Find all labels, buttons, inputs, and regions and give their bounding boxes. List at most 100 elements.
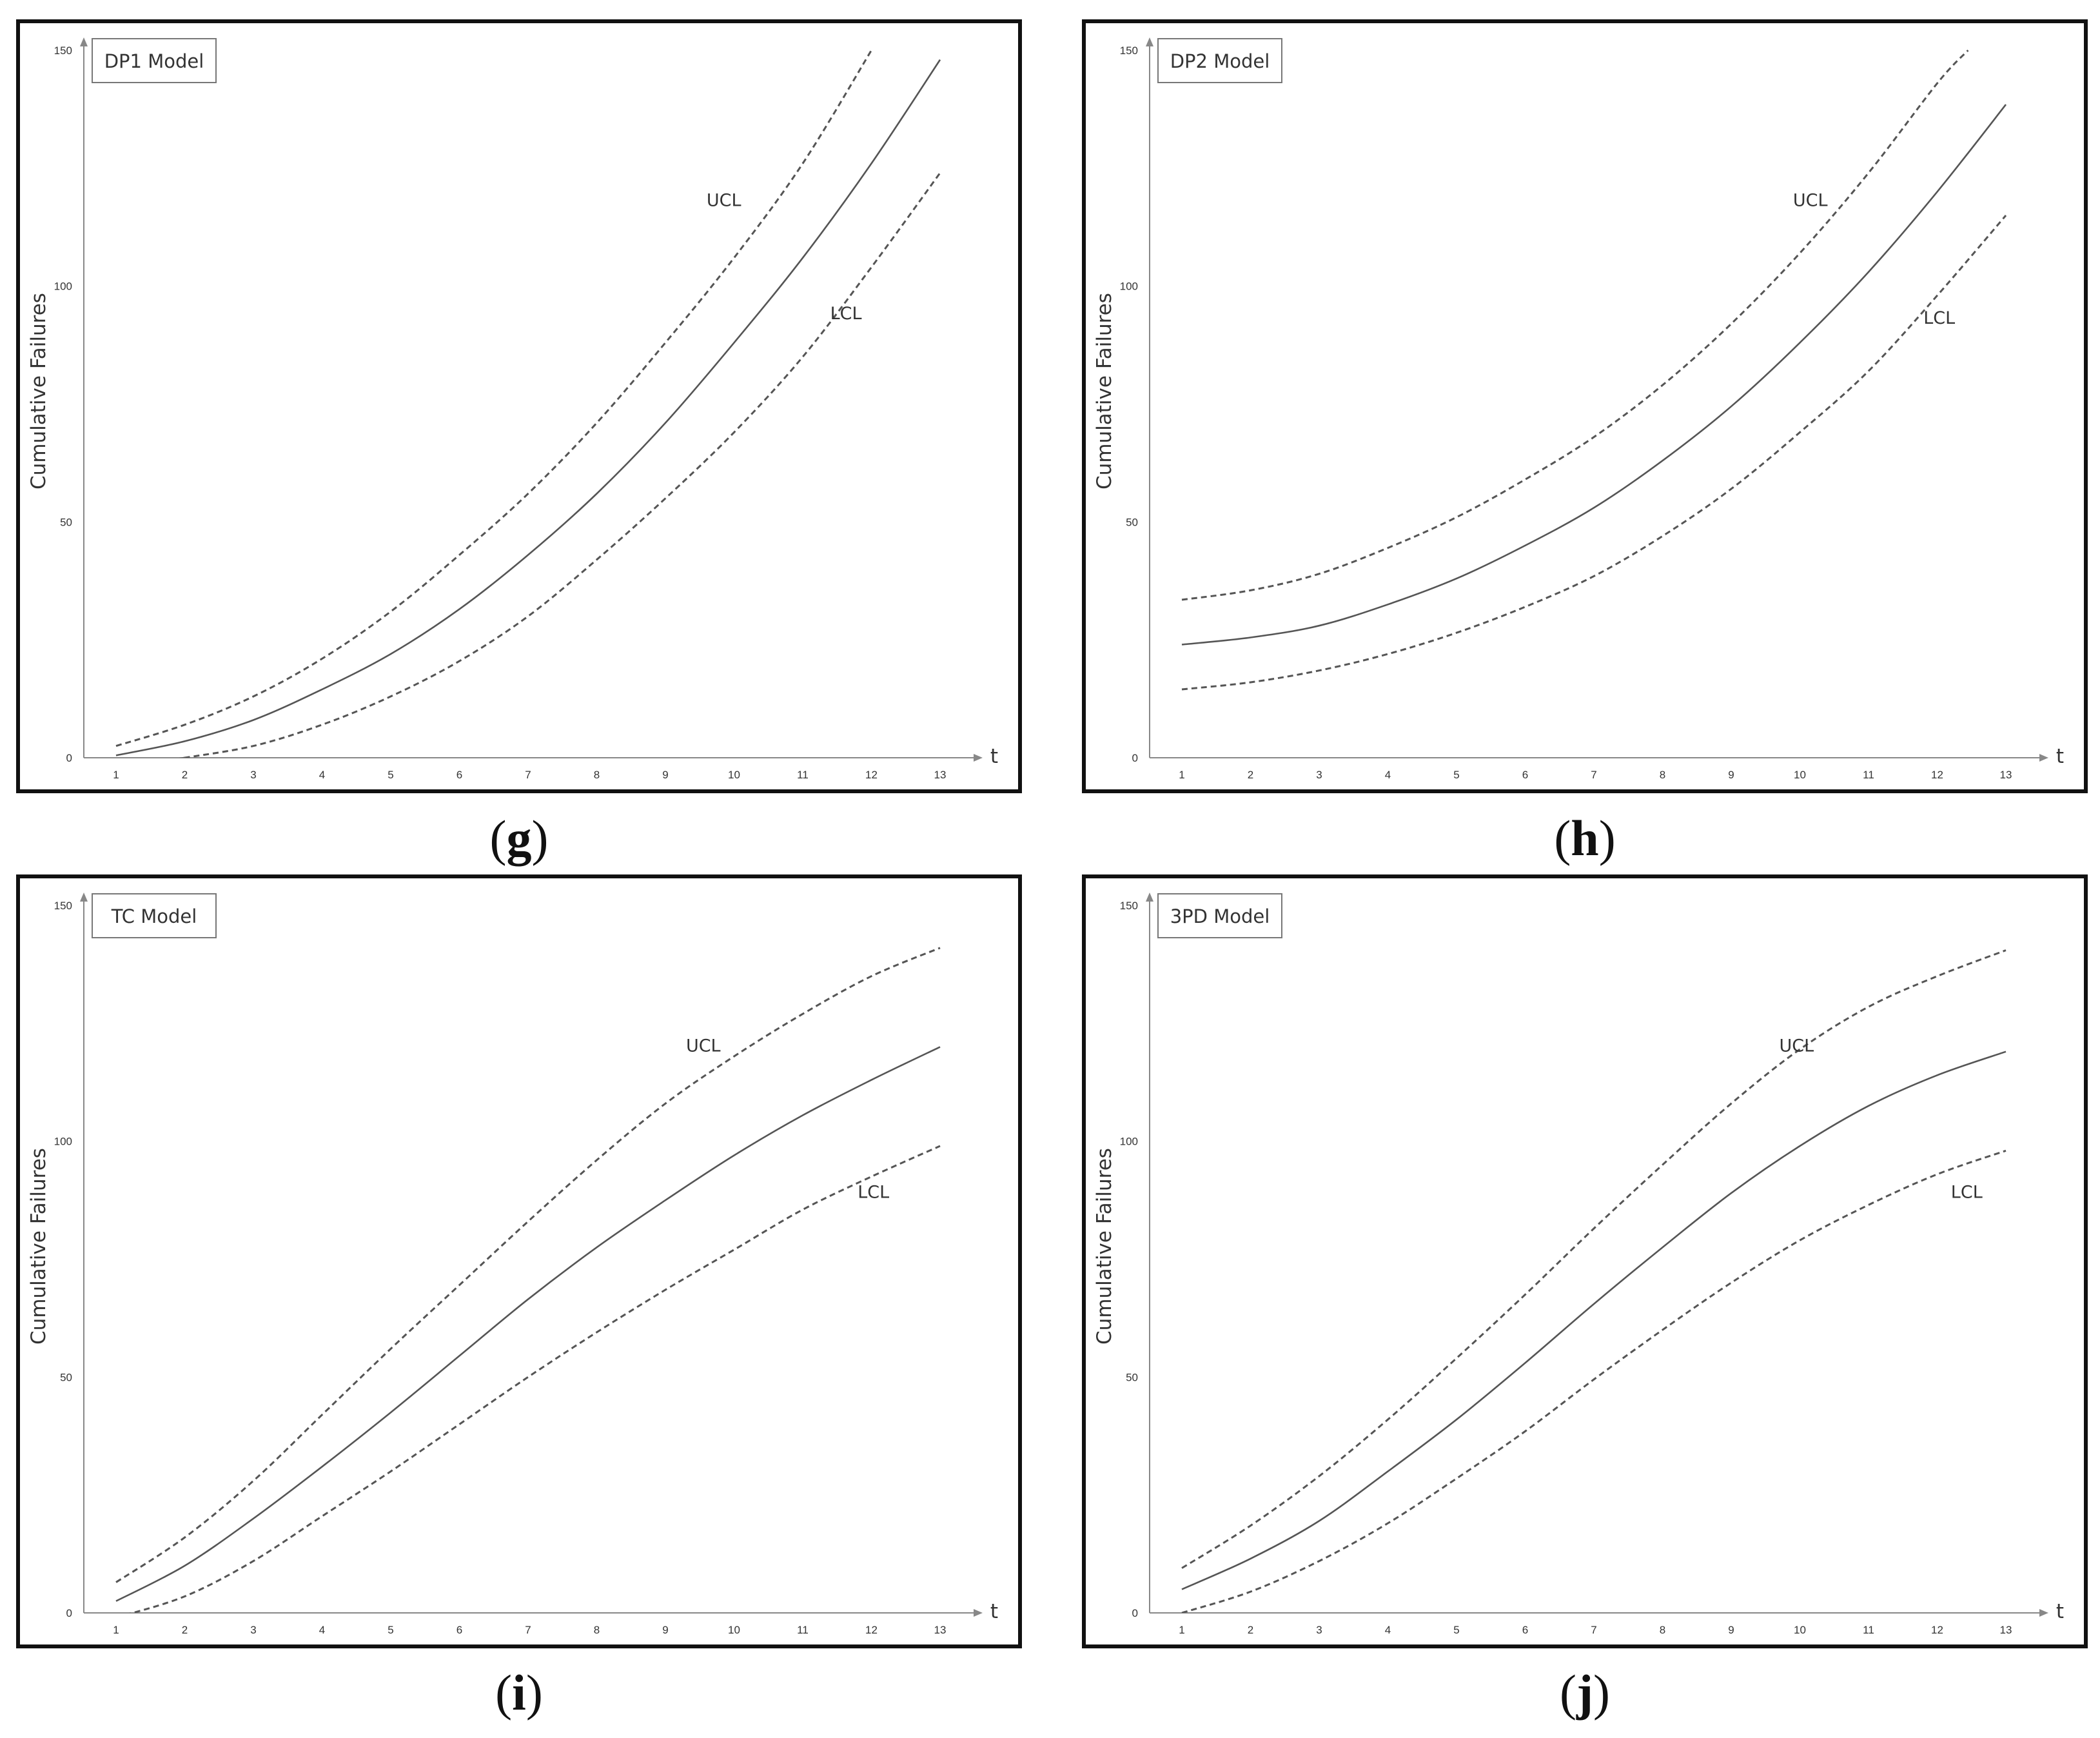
x-tick-label: 4 (319, 1624, 325, 1636)
y-tick-label: 150 (1120, 900, 1138, 912)
caption-letter: h (1571, 810, 1599, 866)
x-axis-title: t (990, 745, 998, 768)
fitted-line (1181, 1051, 2007, 1590)
chart-frame (16, 874, 1022, 1648)
x-tick-label: 7 (1591, 1624, 1596, 1636)
x-tick-label: 3 (1316, 1624, 1322, 1636)
ucl-line (115, 947, 941, 1583)
x-tick-label: 6 (1522, 1624, 1528, 1636)
y-tick-label: 0 (66, 752, 72, 764)
y-axis-arrow (1146, 893, 1153, 902)
x-tick-label: 3 (250, 769, 256, 781)
y-tick-label: 100 (1120, 1136, 1138, 1148)
x-tick-label: 11 (797, 769, 809, 781)
x-tick-label: 9 (1728, 1624, 1734, 1636)
lcl-line (1181, 1149, 2007, 1613)
caption-letter: g (506, 810, 532, 866)
x-tick-label: 8 (1660, 1624, 1665, 1636)
fitted-line (115, 1046, 941, 1602)
x-tick-label: 1 (113, 769, 119, 781)
y-tick-label: 150 (1120, 44, 1138, 57)
x-tick-label: 5 (1453, 769, 1459, 781)
x-tick-label: 5 (1453, 1624, 1459, 1636)
caption-j: (j) (1560, 1664, 1610, 1721)
x-tick-label: 6 (456, 1624, 462, 1636)
lcl-line (179, 172, 941, 758)
chart-frame (16, 19, 1022, 793)
legend-box: 3PD Model (1157, 893, 1282, 938)
series-group (1181, 949, 2007, 1613)
x-axis-arrow (974, 1609, 983, 1617)
ucl-label: UCL (1793, 190, 1828, 210)
x-tick-label: 4 (1385, 1624, 1391, 1636)
x-axis-title: t (2056, 745, 2064, 768)
x-tick-label: 8 (1660, 769, 1665, 781)
ucl-line (1181, 949, 2007, 1569)
y-tick-label: 100 (1120, 281, 1138, 293)
chart-frame (1082, 19, 2088, 793)
y-tick-label: 50 (1126, 1371, 1138, 1383)
x-tick-label: 13 (934, 1624, 947, 1636)
legend-frame (92, 38, 217, 83)
x-axis-title: t (990, 1600, 998, 1623)
lcl-label: LCL (858, 1182, 889, 1202)
x-tick-label: 1 (1179, 769, 1184, 781)
legend-frame (92, 893, 217, 938)
x-tick-label: 5 (388, 1624, 393, 1636)
x-axis-arrow (974, 754, 983, 762)
ucl-label: UCL (707, 190, 741, 210)
x-axis-title: t (2056, 1600, 2064, 1623)
y-tick-label: 50 (60, 516, 72, 528)
x-tick-label: 10 (1794, 769, 1806, 781)
series-group (115, 50, 941, 758)
x-tick-label: 12 (1931, 1624, 1943, 1636)
x-tick-label: 13 (2000, 1624, 2012, 1636)
chart-panel-j: 1 2 3 4 5 6 7 8 9 10 11 12 13 0 50 100 150 t Cumulative Fa… (1082, 874, 2088, 1648)
legend-title: DP1 Model (104, 50, 204, 72)
y-axis-title: Cumulative Failures (1093, 293, 1116, 489)
y-tick-label: 0 (66, 1607, 72, 1619)
x-tick-label: 12 (1931, 769, 1943, 781)
x-tick-label: 1 (1179, 1624, 1184, 1636)
legend-title: DP2 Model (1170, 50, 1270, 72)
legend-box: DP1 Model (92, 38, 217, 83)
x-tick-label: 4 (319, 769, 325, 781)
x-tick-label: 7 (1591, 769, 1596, 781)
y-axis-title: Cumulative Failures (1093, 1148, 1116, 1345)
x-tick-label: 2 (1248, 769, 1253, 781)
series-group (115, 947, 941, 1613)
y-axis-arrow (80, 893, 88, 902)
x-tick-label: 7 (525, 769, 531, 781)
x-tick-label: 8 (594, 769, 600, 781)
y-axis-arrow (80, 37, 88, 46)
caption-i: (i) (495, 1664, 543, 1721)
x-tick-label: 11 (1863, 1624, 1874, 1636)
x-tick-label: 8 (594, 1624, 600, 1636)
x-tick-label: 6 (456, 769, 462, 781)
x-tick-label: 6 (1522, 769, 1528, 781)
series-group (1181, 49, 2007, 691)
x-tick-label: 4 (1385, 769, 1391, 781)
lcl-line (1181, 215, 2007, 691)
ucl-line (1181, 49, 1969, 601)
x-tick-label: 2 (182, 1624, 188, 1636)
ucl-label: UCL (686, 1036, 721, 1056)
x-tick-label: 2 (182, 769, 188, 781)
y-tick-label: 150 (54, 44, 72, 57)
caption-h: (h) (1554, 810, 1616, 866)
chart-panel-h: 1 2 3 4 5 6 7 8 9 10 11 12 13 0 50 100 150 t Cumulative Fa… (1082, 19, 2088, 793)
x-tick-label: 12 (865, 1624, 878, 1636)
chart-panel-g: 1 2 3 4 5 6 7 8 9 10 11 12 13 0 50 100 150 t Cumulative Fa… (16, 19, 1022, 793)
x-tick-label: 11 (1863, 769, 1874, 781)
caption-letter: j (1576, 1664, 1593, 1721)
x-tick-label: 1 (113, 1624, 119, 1636)
lcl-label: LCL (830, 304, 862, 324)
x-tick-label: 10 (1794, 1624, 1806, 1636)
y-tick-label: 0 (1132, 1607, 1138, 1619)
chart-frame (1082, 874, 2088, 1648)
x-tick-label: 7 (525, 1624, 531, 1636)
x-tick-label: 13 (2000, 769, 2012, 781)
